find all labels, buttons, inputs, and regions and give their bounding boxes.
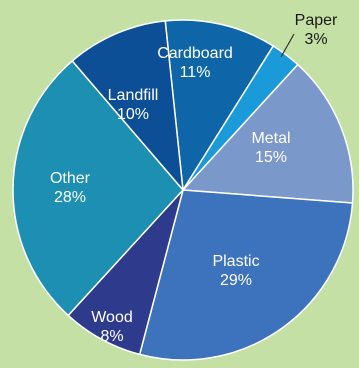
pie-slice-other [12,60,184,317]
slice-label-landfill: Landfill [108,87,159,104]
callout-line-paper [280,33,295,58]
pie-slice-cardboard [164,19,275,191]
slice-value-cardboard: 11% [180,64,211,81]
pie-slice-plastic [138,189,354,361]
slice-value-landfill: 10% [117,106,149,123]
slice-label-other: Other [50,170,91,187]
slice-label-paper: Paper [295,12,338,29]
slice-value-plastic: 29% [220,272,252,289]
slice-value-metal: 15% [255,149,287,166]
slice-label-plastic: Plastic [212,253,259,270]
pie-slice-metal [182,63,354,204]
slice-label-cardboard: Cardboard [157,45,233,62]
slice-label-wood: Wood [91,309,133,326]
slice-value-wood: 8% [100,328,123,345]
slice-value-paper: 3% [304,31,327,48]
slice-value-other: 28% [54,189,86,206]
slice-label-metal: Metal [251,130,290,147]
pie-slice-landfill [71,20,184,191]
